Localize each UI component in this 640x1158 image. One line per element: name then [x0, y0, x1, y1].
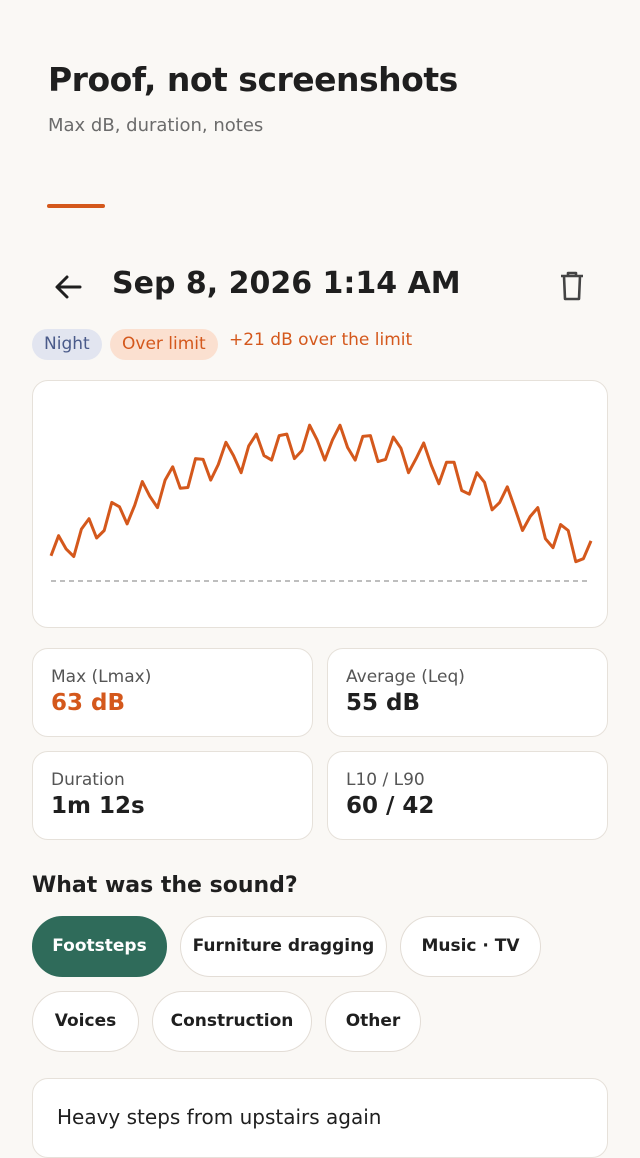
stat-label: Duration	[51, 770, 125, 790]
stat-value: 55 dB	[346, 690, 421, 716]
chart-card	[32, 380, 608, 628]
sound-chip[interactable]: Voices	[32, 991, 139, 1052]
section-title: What was the sound?	[32, 873, 298, 898]
page-title: Proof, not screenshots	[48, 60, 458, 99]
stat-value: 63 dB	[51, 690, 126, 716]
stat-card: Average (Leq) 55 dB	[327, 648, 608, 737]
note-field[interactable]: Heavy steps from upstairs again	[32, 1078, 608, 1158]
stat-value: 60 / 42	[346, 793, 435, 819]
stat-card: Max (Lmax) 63 dB	[32, 648, 313, 737]
stat-label: Max (Lmax)	[51, 667, 152, 687]
back-button[interactable]	[50, 268, 88, 306]
sound-chip[interactable]: Footsteps	[32, 916, 167, 977]
stat-label: L10 / L90	[346, 770, 425, 790]
page-subtitle: Max dB, duration, notes	[48, 115, 264, 136]
recording-date: Sep 8, 2026 1:14 AM	[112, 266, 461, 301]
chart	[49, 423, 593, 582]
sound-chip[interactable]: Music · TV	[400, 916, 541, 977]
tag: Night	[32, 329, 102, 360]
stat-card: L10 / L90 60 / 42	[327, 751, 608, 840]
note-text: Heavy steps from upstairs again	[57, 1105, 382, 1129]
delete-button[interactable]	[554, 268, 590, 304]
sound-chip[interactable]: Other	[325, 991, 421, 1052]
tag: Over limit	[110, 329, 218, 360]
stat-value: 1m 12s	[51, 793, 145, 819]
accent-bar	[47, 204, 105, 208]
over-limit-note: +21 dB over the limit	[229, 330, 413, 350]
sound-chip[interactable]: Construction	[152, 991, 312, 1052]
sound-chip[interactable]: Furniture dragging	[180, 916, 387, 977]
stat-label: Average (Leq)	[346, 667, 465, 687]
stat-card: Duration 1m 12s	[32, 751, 313, 840]
sound-level-line	[49, 423, 593, 564]
